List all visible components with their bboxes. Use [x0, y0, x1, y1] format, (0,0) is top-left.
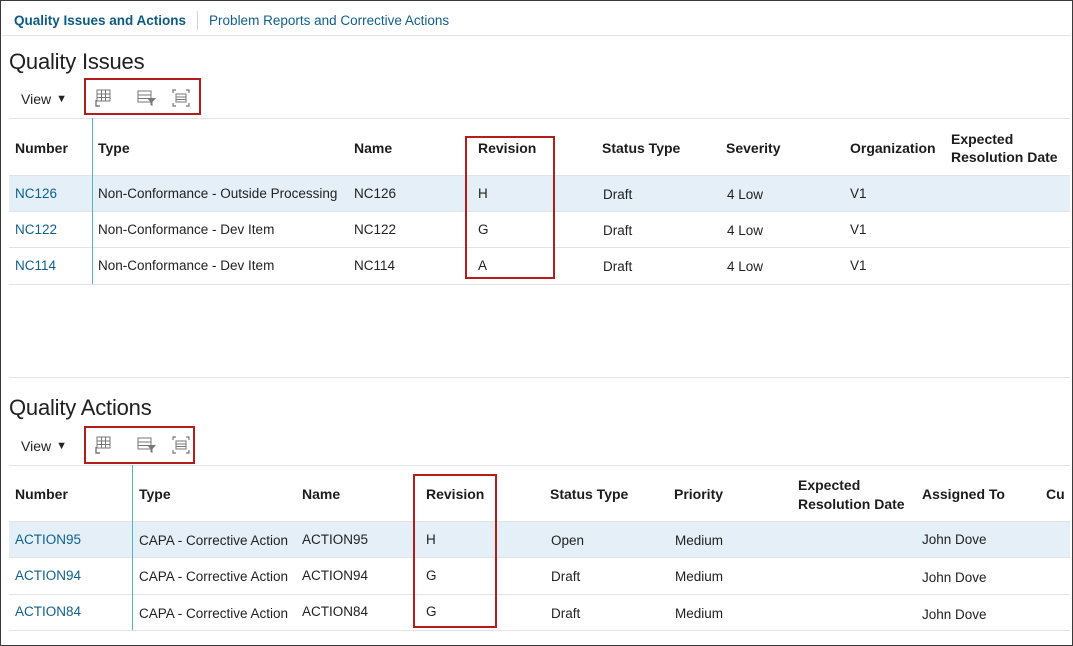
action-number-link[interactable]: ACTION94 [15, 568, 82, 583]
issue-name: NC122 [354, 222, 397, 237]
action-assigned-to: John Dove [922, 532, 987, 547]
issues-header-resolution-date[interactable]: Resolution Date [951, 149, 1058, 165]
action-number-link[interactable]: ACTION95 [15, 532, 82, 547]
action-name: ACTION84 [302, 604, 369, 619]
issue-severity: 4 Low [727, 187, 764, 202]
issues-header-number[interactable]: Number [15, 140, 68, 156]
quality-issues-title: Quality Issues [9, 49, 145, 74]
issue-organization: V1 [850, 186, 867, 201]
action-type: CAPA - Corrective Action [139, 606, 289, 621]
row-divider [9, 630, 1070, 631]
caret-down-icon: ▼ [56, 93, 67, 105]
issue-name: NC126 [354, 186, 397, 201]
actions-header-name[interactable]: Name [302, 486, 341, 502]
action-name: ACTION95 [302, 532, 369, 547]
issue-severity: 4 Low [727, 259, 764, 274]
action-revision: G [426, 604, 437, 619]
issues-header-status-type[interactable]: Status Type [602, 140, 681, 156]
action-status-type: Draft [551, 606, 581, 621]
action-name: ACTION94 [302, 568, 369, 583]
action-priority: Medium [675, 606, 724, 621]
columns-icon[interactable] [93, 435, 113, 455]
row-divider [9, 211, 1070, 212]
issues-header-border [9, 175, 1070, 176]
issues-table-top-border [9, 118, 1070, 119]
action-type: CAPA - Corrective Action [139, 533, 289, 548]
action-priority: Medium [675, 533, 724, 548]
issue-organization: V1 [850, 222, 867, 237]
actions-header-border [9, 521, 1070, 522]
issue-revision: G [478, 222, 489, 237]
issue-number-link[interactable]: NC126 [15, 186, 58, 201]
issues-header-expected[interactable]: Expected [951, 131, 1014, 147]
issues-frozen-column-divider-overlay [92, 118, 93, 284]
action-priority: Medium [675, 569, 724, 584]
action-revision: G [426, 568, 437, 583]
issue-revision: H [478, 186, 488, 201]
issue-type: Non-Conformance - Dev Item [98, 258, 275, 273]
actions-header-status-type[interactable]: Status Type [550, 486, 629, 502]
tab-problem-reports-and-corrective-actions[interactable]: Problem Reports and Corrective Actions [209, 12, 450, 28]
issue-organization: V1 [850, 258, 867, 273]
issues-header-revision[interactable]: Revision [478, 140, 537, 156]
action-number-link[interactable]: ACTION84 [15, 604, 82, 619]
issue-name: NC114 [354, 258, 396, 273]
tab-quality-issues-and-actions[interactable]: Quality Issues and Actions [14, 12, 187, 28]
issue-number-link[interactable]: NC114 [15, 258, 57, 273]
columns-icon[interactable] [93, 88, 113, 108]
issues-row-selected-highlight [9, 176, 1070, 211]
actions-header-cu-truncated[interactable]: Cu [1046, 486, 1065, 502]
row-divider [9, 284, 1070, 285]
detach-icon[interactable] [171, 435, 191, 455]
actions-header-number[interactable]: Number [15, 486, 68, 502]
action-status-type: Draft [551, 569, 581, 584]
issue-revision: A [478, 258, 488, 273]
issue-type: Non-Conformance - Outside Processing [98, 186, 338, 201]
row-divider [9, 594, 1070, 595]
quality-actions-title: Quality Actions [9, 395, 152, 420]
issues-header-name[interactable]: Name [354, 140, 393, 156]
actions-toolbar-callout [84, 426, 195, 464]
actions-view-menu[interactable]: View ▼ [21, 438, 67, 454]
issues-header-severity[interactable]: Severity [726, 140, 781, 156]
query-by-example-icon[interactable] [137, 435, 157, 455]
issue-severity: 4 Low [727, 223, 764, 238]
actions-header-revision[interactable]: Revision [426, 486, 485, 502]
section-separator [9, 377, 1070, 378]
tab-bar: Quality Issues and Actions Problem Repor… [14, 10, 449, 30]
tab-underline [2, 35, 1071, 36]
actions-header-assigned-to[interactable]: Assigned To [922, 486, 1005, 502]
action-assigned-to: John Dove [922, 570, 987, 585]
view-label: View [21, 438, 52, 454]
issue-status-type: Draft [603, 223, 633, 238]
actions-header-type[interactable]: Type [139, 486, 171, 502]
view-label: View [21, 91, 52, 107]
action-assigned-to: John Dove [922, 607, 987, 622]
issues-toolbar-callout [84, 78, 201, 115]
detach-icon[interactable] [171, 88, 191, 108]
issue-type: Non-Conformance - Dev Item [98, 222, 275, 237]
issue-status-type: Draft [603, 259, 633, 274]
query-by-example-icon[interactable] [137, 88, 157, 108]
tab-divider [197, 10, 199, 30]
issue-status-type: Draft [603, 187, 633, 202]
row-divider [9, 247, 1070, 248]
action-status-type: Open [551, 533, 585, 548]
caret-down-icon: ▼ [56, 440, 67, 452]
actions-header-expected[interactable]: Expected [798, 477, 861, 493]
issue-number-link[interactable]: NC122 [15, 222, 58, 237]
issues-view-menu[interactable]: View ▼ [21, 91, 67, 107]
actions-header-priority[interactable]: Priority [674, 486, 724, 502]
actions-table-top-border [9, 465, 1070, 466]
issues-header-type[interactable]: Type [98, 140, 130, 156]
actions-frozen-column-divider [132, 465, 133, 630]
action-revision: H [426, 532, 436, 547]
row-divider [9, 557, 1070, 558]
action-type: CAPA - Corrective Action [139, 569, 289, 584]
actions-header-resolution-date[interactable]: Resolution Date [798, 496, 905, 512]
actions-row-selected-highlight [9, 522, 1070, 557]
issues-header-organization[interactable]: Organization [850, 140, 936, 156]
